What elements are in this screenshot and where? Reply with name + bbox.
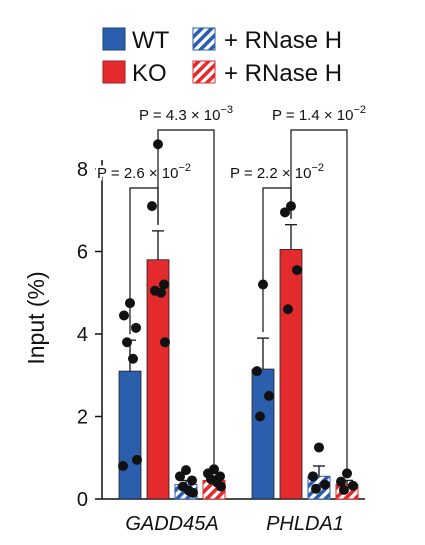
data-point [283,304,293,315]
data-point [159,279,169,290]
data-point [348,480,358,491]
data-point [147,201,157,212]
y-tick-label: 0 [77,489,88,511]
data-point [122,337,132,348]
y-tick-label: 6 [77,242,88,264]
legend-label-wt-rnaseh: + RNase H [224,27,342,54]
data-point [118,461,128,471]
legend-label-ko-rnaseh: + RNase H [224,60,342,87]
bar [251,368,275,500]
bar [279,249,303,500]
data-point [181,465,191,476]
p-value-label: P = 2.2 × 10−2 [230,162,324,182]
legend-swatch-ko-rnaseh [192,60,216,84]
p-value-label: P = 4.3 × 10−3 [139,104,233,124]
significance-bracket [290,129,348,475]
data-point [336,476,346,487]
data-point [156,287,166,298]
y-tick-label: 2 [77,407,88,429]
y-tick-label: 4 [77,324,88,346]
data-point [308,471,318,482]
data-point [187,475,197,486]
bar [118,370,142,500]
legend: WT KO + RNase H + RNase H [102,27,342,87]
category-label: PHLDA1 [266,513,344,535]
data-point [119,310,129,321]
significance-layer: P = 2.6 × 10−2 P = 4.3 × 10−3 P = 2.2 × 10… [94,102,369,475]
data-point [311,483,321,494]
data-point [320,479,330,490]
y-axis: 0 2 4 6 8 [77,159,103,511]
p-value-label: P = 2.6 × 10−2 [97,162,191,182]
category-labels: GADD45A PHLDA1 [125,513,344,535]
data-point [175,471,185,482]
data-point [216,481,226,492]
legend-swatch-ko [102,60,126,84]
legend-swatch-wt-rnaseh [192,27,216,51]
data-point [255,411,265,422]
data-point [314,442,324,453]
category-label: GADD45A [125,513,218,535]
data-point [264,390,274,401]
data-point [292,265,302,276]
data-point [280,207,290,218]
data-point [131,322,141,333]
data-point [132,454,142,465]
data-point [160,337,170,348]
significance-bracket [157,129,215,471]
legend-label-ko: KO [132,60,167,87]
data-point [128,353,138,364]
legend-swatch-wt [102,27,126,51]
points-layer [118,139,358,498]
legend-label-wt: WT [132,27,170,54]
data-point [252,366,262,377]
data-point [188,487,198,498]
y-axis-label: Input (%) [23,271,49,364]
data-point [339,484,349,495]
p-value-label: P = 1.4 × 10−2 [272,104,366,124]
y-tick-label: 8 [77,159,88,181]
